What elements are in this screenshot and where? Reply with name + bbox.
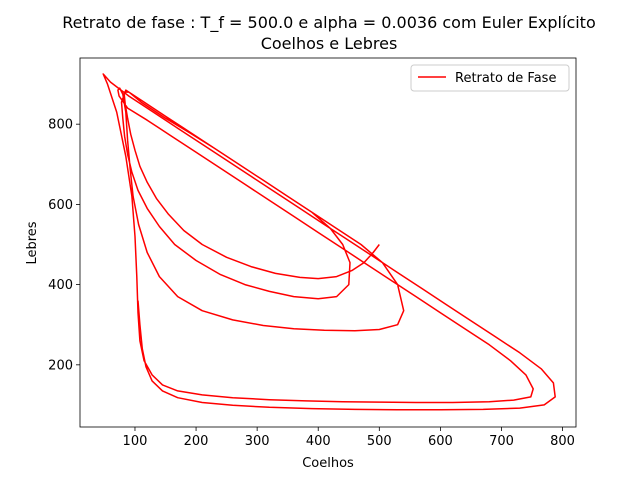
y-tick-label: 800 <box>48 118 73 133</box>
legend: Retrato de Fase <box>410 64 570 92</box>
plot-area <box>79 57 577 428</box>
x-tick-label: 700 <box>489 434 514 449</box>
legend-box <box>410 64 570 92</box>
x-tick-label: 100 <box>123 434 148 449</box>
x-axis-label: Coelhos <box>302 456 354 471</box>
x-tick-label: 300 <box>245 434 270 449</box>
y-tick-label: 400 <box>48 278 73 293</box>
legend-label: Retrato de Fase <box>455 71 556 86</box>
chart-title: Retrato de fase : T_f = 500.0 e alpha = … <box>62 13 596 33</box>
series-line-0 <box>102 73 556 411</box>
y-axis-label: Lebres <box>25 221 40 264</box>
x-tick-label: 800 <box>550 434 575 449</box>
x-tick-label: 400 <box>306 434 331 449</box>
y-tick-label: 600 <box>48 198 73 213</box>
x-tick-label: 500 <box>367 434 392 449</box>
x-axis-ticks: 100 200 300 400 500 600 700 800 <box>123 427 575 449</box>
plot-frame <box>79 57 577 428</box>
x-tick-label: 200 <box>184 434 209 449</box>
x-tick-label: 600 <box>428 434 453 449</box>
chart-subtitle: Coelhos e Lebres <box>261 34 398 53</box>
y-axis-ticks: 200 400 600 800 <box>48 118 80 373</box>
y-tick-label: 200 <box>48 358 73 373</box>
